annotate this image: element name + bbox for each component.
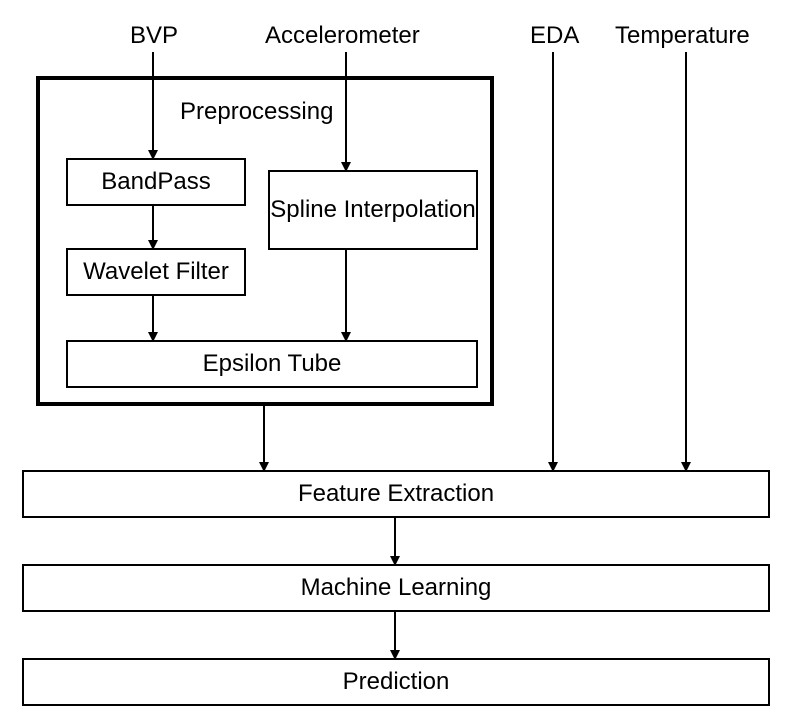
spline-label: Spline Interpolation [270,196,475,224]
wavelet-label: Wavelet Filter [83,258,229,286]
spline-box: Spline Interpolation [268,170,478,250]
bandpass-box: BandPass [66,158,246,206]
machine-learning-label: Machine Learning [301,574,492,602]
machine-learning-box: Machine Learning [22,564,770,612]
feature-extraction-label: Feature Extraction [298,480,494,508]
wavelet-box: Wavelet Filter [66,248,246,296]
input-eda-label: EDA [530,22,579,50]
input-bvp-label: BVP [130,22,178,50]
feature-extraction-box: Feature Extraction [22,470,770,518]
preprocessing-title: Preprocessing [180,98,333,126]
input-temperature-label: Temperature [615,22,750,50]
epsilon-box: Epsilon Tube [66,340,478,388]
epsilon-label: Epsilon Tube [203,350,342,378]
bandpass-label: BandPass [101,168,210,196]
prediction-label: Prediction [343,668,450,696]
prediction-box: Prediction [22,658,770,706]
input-accelerometer-label: Accelerometer [265,22,420,50]
